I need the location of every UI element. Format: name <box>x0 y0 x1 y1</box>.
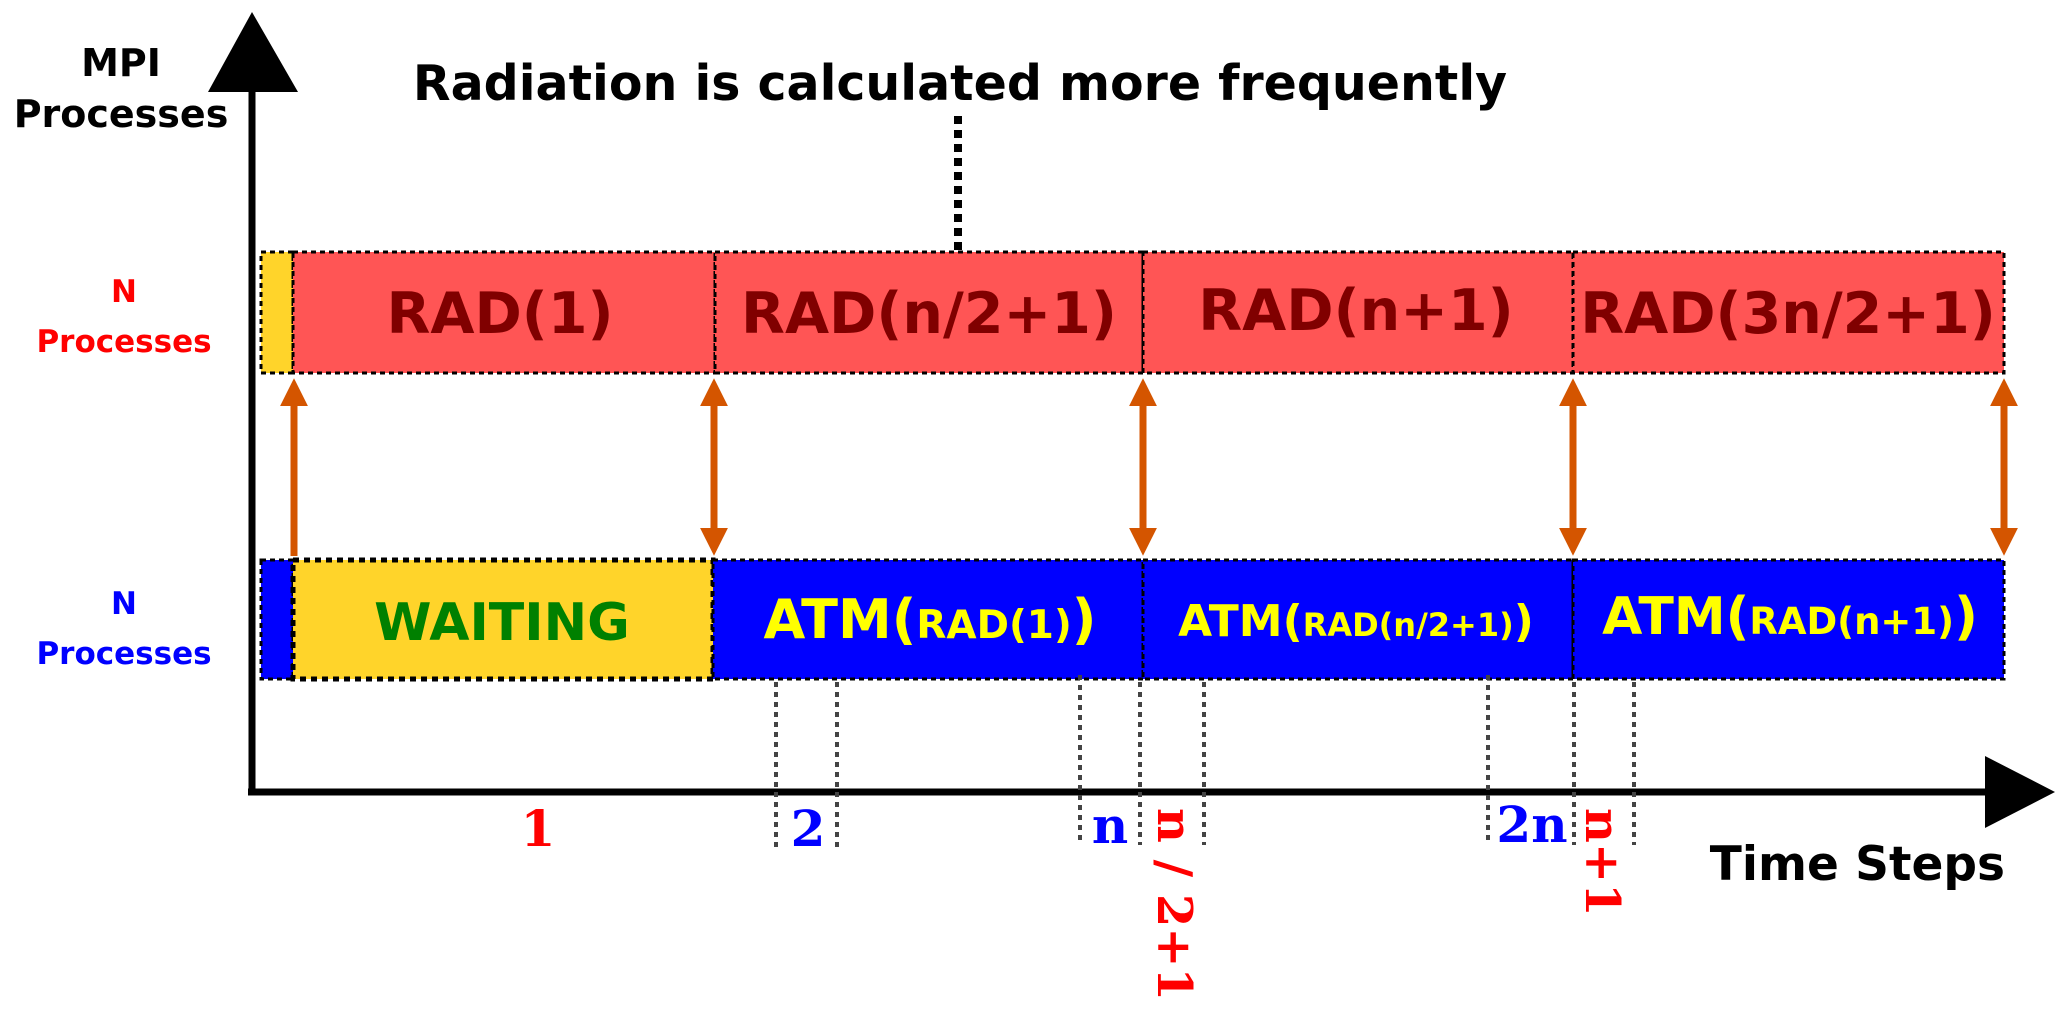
tick-label-n-half-plus-one: n / 2+1 <box>1146 808 1202 1001</box>
tick-labels: 1 2 n n / 2+1 2n n+1 <box>521 795 1630 1001</box>
atm-lead-block <box>259 558 295 681</box>
atm-block-2-label: ATM(RAD(n/2+1)) <box>1178 596 1534 647</box>
atm-block-2 <box>1141 558 1575 681</box>
rad-block-3-label: RAD(n+1) <box>1198 278 1513 344</box>
y-axis-label-line2: Processes <box>14 92 229 136</box>
tick-label-2: 2 <box>791 799 826 858</box>
rad-block-1 <box>291 250 717 375</box>
rad-block-4 <box>1571 250 2006 375</box>
atm-block-1-label: ATM(RAD(1)) <box>764 588 1097 651</box>
time-step-markers <box>774 675 1636 850</box>
tick-label-1: 1 <box>521 799 556 858</box>
axes <box>208 12 2055 828</box>
waiting-block <box>290 557 716 682</box>
rad-row-label: Processes <box>36 324 211 360</box>
atm-row: WAITING ATM(RAD(1)) ATM(RAD(n/2+1)) ATM(… <box>259 557 2006 682</box>
x-axis-label: Time Steps <box>1710 837 2005 892</box>
tick-label-n-plus-one: n+1 <box>1574 808 1630 917</box>
rad-lead-block <box>259 250 295 375</box>
waiting-block-label: WAITING <box>374 593 630 653</box>
rad-block-1-label: RAD(1) <box>386 281 613 347</box>
y-axis-arrowhead <box>208 12 298 92</box>
tick-label-n: n <box>1092 796 1128 855</box>
y-axis-label-line1: MPI <box>81 41 161 85</box>
rad-block-2-label: RAD(n/2+1) <box>741 281 1117 347</box>
rad-row-count-label: N <box>111 274 137 310</box>
atm-block-1 <box>711 558 1145 681</box>
rad-block-4-label: RAD(3n/2+1) <box>1580 281 1996 347</box>
atm-block-3 <box>1571 558 2006 681</box>
x-axis-arrowhead <box>1985 756 2055 828</box>
atm-block-3-label: ATM(RAD(n+1)) <box>1602 587 1978 647</box>
sync-arrows <box>280 378 2018 556</box>
atm-row-count-label: N <box>111 586 137 622</box>
rad-row: RAD(1) RAD(n/2+1) RAD(n+1) RAD(3n/2+1) <box>259 250 2006 375</box>
tick-label-2n: 2n <box>1496 795 1567 854</box>
atm-row-label: Processes <box>36 636 211 672</box>
rad-block-3 <box>1141 250 1575 375</box>
annotation-text: Radiation is calculated more frequently <box>413 55 1507 112</box>
